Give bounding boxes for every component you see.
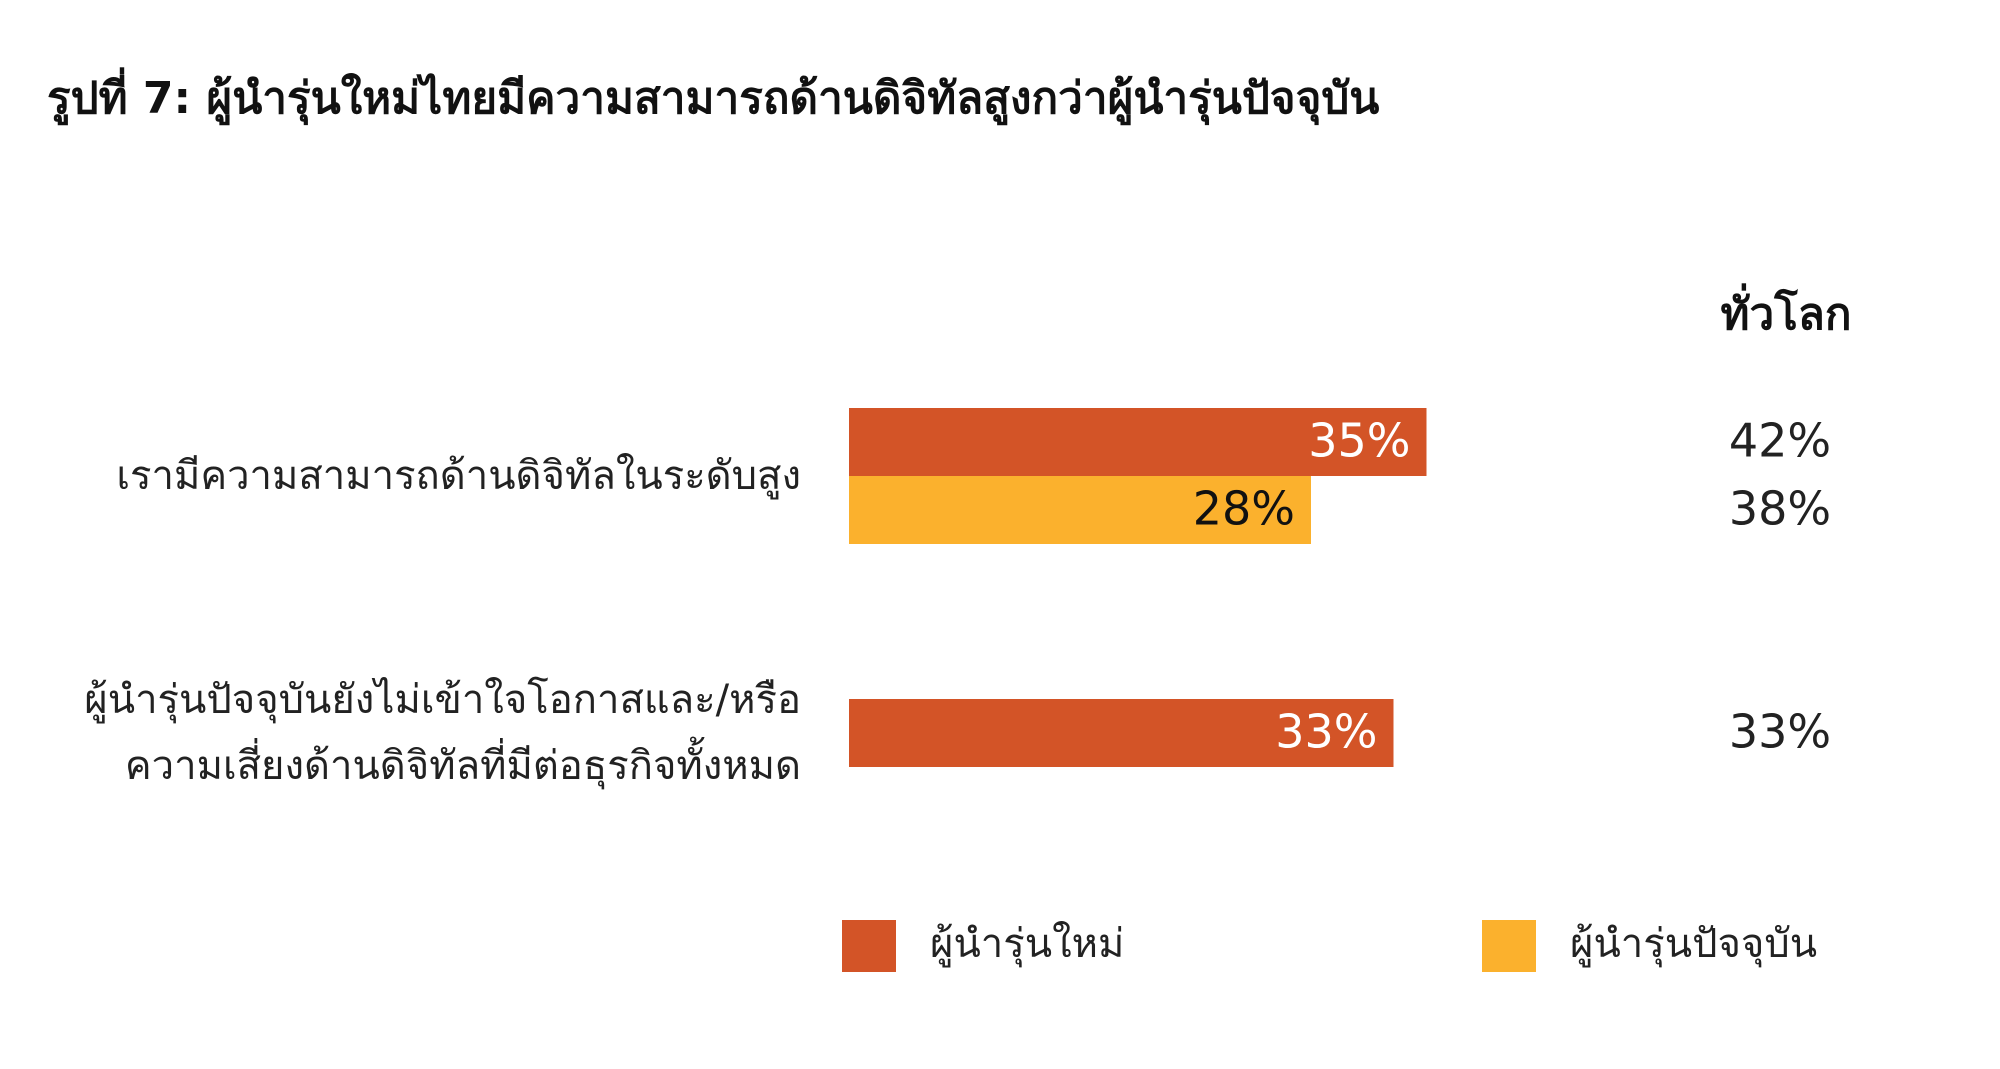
legend-label: ผู้นำรุ่นปัจจุบัน xyxy=(1570,921,1817,968)
chart-title: รูปที่ 7: ผู้นำรุ่นใหม่ไทยมีความสามารถด้… xyxy=(47,67,1379,126)
category-label: ผู้นำรุ่นปัจจุบันยังไม่เข้าใจโอกาสและ/หร… xyxy=(84,677,801,789)
value-label: 33% xyxy=(1275,705,1377,759)
legend-swatch xyxy=(842,920,896,972)
global-value: 38% xyxy=(1729,482,1831,536)
category-label: เรามีความสามารถด้านดิจิทัลในระดับสูง xyxy=(116,453,801,499)
global-value: 33% xyxy=(1729,705,1831,759)
legend-swatch xyxy=(1482,920,1536,972)
bar xyxy=(849,476,1311,544)
value-label: 28% xyxy=(1193,482,1295,536)
value-label: 35% xyxy=(1308,414,1410,468)
bar xyxy=(849,408,1427,476)
global-header: ทั่วโลก xyxy=(1721,283,1852,340)
bar xyxy=(849,699,1394,767)
global-value: 42% xyxy=(1729,414,1831,468)
legend-label: ผู้นำรุ่นใหม่ xyxy=(930,920,1124,968)
